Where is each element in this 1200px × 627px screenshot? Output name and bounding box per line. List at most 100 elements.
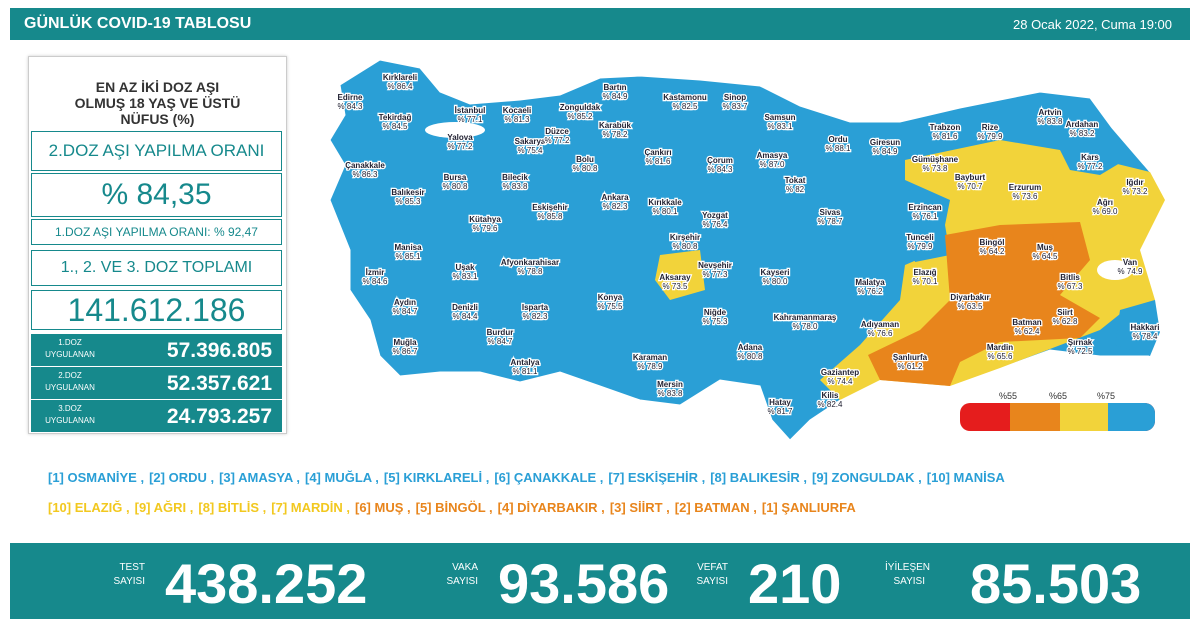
province-name: Erzurum: [1009, 183, 1041, 192]
province-value: % 73.8: [923, 164, 948, 173]
province-value: % 73.6: [1013, 192, 1038, 201]
province-value: % 81.1: [513, 367, 538, 376]
stats-bar: TEST SAYISI 438.252 VAKA SAYISI 93.586 VEFAT…: [10, 543, 1190, 619]
province-name: Amasya: [757, 151, 788, 160]
header-title: GÜNLÜK COVID-19 TABLOSU: [24, 15, 252, 32]
province-name: Muğla: [393, 338, 417, 347]
province-name: Niğde: [704, 308, 727, 317]
province-value: % 84.6: [363, 277, 388, 286]
province-value: % 80.8: [573, 164, 598, 173]
province-value: % 86.3: [353, 170, 378, 179]
province-name: Balıkesir: [391, 188, 424, 197]
province-name: Manisa: [394, 243, 422, 252]
province-name: Hakkari: [1131, 323, 1160, 332]
province-value: % 83.1: [768, 122, 793, 131]
dose-row-label: 1.DOZ UYGULANAN: [45, 338, 95, 359]
province-value: % 83.1: [453, 272, 478, 281]
ranking-item: [6] MUŞ ,: [354, 500, 411, 515]
province-value: % 81.6: [933, 132, 958, 141]
province-value: % 61.2: [898, 362, 923, 371]
province-value: % 81.3: [505, 115, 530, 124]
province-name: Konya: [598, 293, 623, 302]
province-name: Çanakkale: [345, 161, 385, 170]
province-name: Kars: [1081, 153, 1099, 162]
province-name: Rize: [982, 123, 999, 132]
province-value: % 81.7: [768, 407, 793, 416]
dose-row-label: 3.DOZ UYGULANAN: [45, 404, 95, 425]
province-value: % 64.2: [980, 247, 1005, 256]
province-name: Edirne: [338, 93, 363, 102]
province-name: Aksaray: [659, 273, 691, 282]
bottom-ranking: [10] ELAZIĞ , [9] AĞRI , [8] BİTLİS , [7] M…: [48, 500, 861, 515]
province-name: Kastamonu: [663, 93, 707, 102]
ranking-item: [4] DİYARBAKIR ,: [497, 500, 605, 515]
province-name: Mardin: [987, 343, 1013, 352]
province-value: % 83.8: [503, 182, 528, 191]
province-value: % 82.4: [818, 400, 843, 409]
province-value: % 79.6: [473, 224, 498, 233]
province-name: Kütahya: [469, 215, 501, 224]
province-name: Hatay: [769, 398, 791, 407]
blue-patch-hakkari: [1115, 300, 1160, 356]
province-value: % 78.9: [638, 362, 663, 371]
province-value: % 84.7: [393, 307, 418, 316]
province-name: Bolu: [576, 155, 594, 164]
province-name: Sivas: [820, 208, 841, 217]
province-value: % 76.2: [858, 287, 883, 296]
legend-bar: [1060, 403, 1108, 431]
province-value: % 85.3: [396, 197, 421, 206]
legend-label: %65: [1049, 391, 1067, 401]
legend-label: %75: [1097, 391, 1115, 401]
province-name: Denizli: [452, 303, 478, 312]
province-value: % 84.9: [603, 92, 628, 101]
province-value: % 75.5: [598, 302, 623, 311]
legend-label: %55: [999, 391, 1017, 401]
province-name: Kocaeli: [503, 106, 531, 115]
province-name: Tunceli: [906, 233, 933, 242]
province-name: Van: [1123, 258, 1137, 267]
province-value: % 77.2: [448, 142, 473, 151]
ranking-item: [6] ÇANAKKALE ,: [494, 470, 604, 485]
province-name: Sinop: [724, 93, 746, 102]
ranking-item: [7] MARDİN ,: [271, 500, 350, 515]
province-name: Yalova: [447, 133, 473, 142]
stat-value: 85.503: [970, 552, 1142, 615]
ranking-item: [7] ESKİŞEHİR ,: [608, 470, 706, 485]
province-value: % 83.8: [658, 389, 683, 398]
legend-bar: [1010, 403, 1060, 431]
province-value: % 82.3: [603, 202, 628, 211]
header-date: 28 Ocak 2022, Cuma 19:00: [1013, 17, 1172, 32]
province-value: % 78.7: [818, 217, 843, 226]
province-name: Uşak: [455, 263, 475, 272]
stat-label: VAKA SAYISI: [446, 562, 479, 587]
province-name: Ankara: [601, 193, 629, 202]
province-value: % 76.1: [913, 212, 938, 221]
province-value: % 84.4: [453, 312, 478, 321]
province-value: % 62.8: [1053, 317, 1078, 326]
province-name: Şanlıurfa: [893, 353, 928, 362]
province-name: Adıyaman: [861, 320, 899, 329]
province-name: Ardahan: [1066, 120, 1099, 129]
province-name: Bartın: [603, 83, 626, 92]
province-name: Ağrı: [1097, 198, 1113, 207]
province-value: % 82.5: [673, 102, 698, 111]
province-name: Elazığ: [913, 268, 936, 277]
province-name: Ordu: [828, 135, 847, 144]
province-value: % 85.1: [396, 252, 421, 261]
province-value: % 62.4: [1015, 327, 1040, 336]
ranking-item: [2] ORDU ,: [149, 470, 215, 485]
marmara-sea: [425, 122, 485, 138]
province-value: % 78.2: [603, 130, 628, 139]
province-value: % 77.1: [458, 115, 483, 124]
province-name: Yozgat: [702, 211, 728, 220]
province-name: Bursa: [444, 173, 467, 182]
stat-label: İYİLEŞEN SAYISI: [885, 562, 931, 587]
province-value: % 77.3: [703, 270, 728, 279]
dose1-text: 1.DOZ AŞI YAPILMA ORANI: % 92,47: [31, 219, 282, 245]
province-name: Adana: [738, 343, 763, 352]
province-name: Kırklareli: [383, 73, 417, 82]
ranking-item: [3] SİİRT ,: [609, 500, 670, 515]
panel-title: EN AZ İKİ DOZ AŞI OLMUŞ 18 YAŞ VE ÜSTÜ N…: [74, 79, 241, 127]
